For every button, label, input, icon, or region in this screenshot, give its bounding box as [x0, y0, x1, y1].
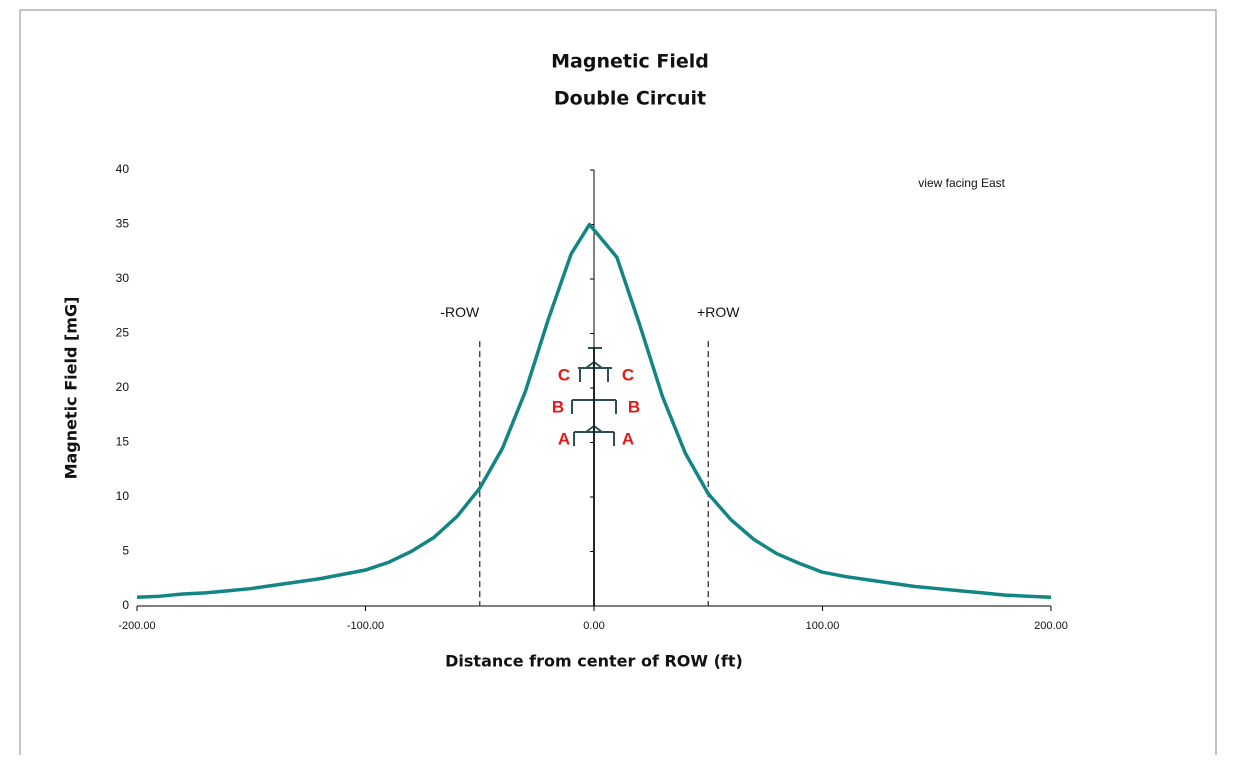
y-tick-label: 10: [116, 489, 130, 503]
y-tick-label: 30: [116, 271, 130, 285]
frame: [19, 9, 1217, 760]
annotation: view facing East: [918, 176, 1005, 190]
y-tick-label: 35: [116, 217, 130, 231]
x-tick-label: -100.00: [347, 620, 384, 632]
x-tick-label: -200.00: [118, 620, 155, 632]
x-tick-label: 0.00: [583, 620, 604, 632]
phase-label: B: [628, 397, 640, 416]
x-axis-label: Distance from center of ROW (ft): [445, 652, 743, 671]
x-tick-label: 200.00: [1034, 620, 1068, 632]
row-label: -ROW: [440, 304, 480, 320]
row-label: +ROW: [697, 304, 740, 320]
phase-label: C: [622, 365, 634, 384]
phase-label: C: [558, 365, 570, 384]
phase-label: B: [552, 397, 564, 416]
chart-title: Magnetic Field: [551, 51, 709, 73]
y-tick-label: 25: [116, 326, 130, 340]
data-line: [136, 222, 1052, 600]
y-axis-label: Magnetic Field [mG]: [62, 297, 81, 480]
y-tick-label: 15: [116, 435, 130, 449]
y-tick-label: 5: [122, 544, 129, 558]
phase-label: A: [622, 429, 634, 448]
phase-label: A: [558, 429, 570, 448]
chart-subtitle: Double Circuit: [554, 88, 706, 110]
y-tick-label: 40: [116, 162, 130, 176]
y-tick-label: 0: [122, 598, 129, 612]
y-tick-label: 20: [116, 380, 130, 394]
x-tick-label: 100.00: [806, 620, 840, 632]
